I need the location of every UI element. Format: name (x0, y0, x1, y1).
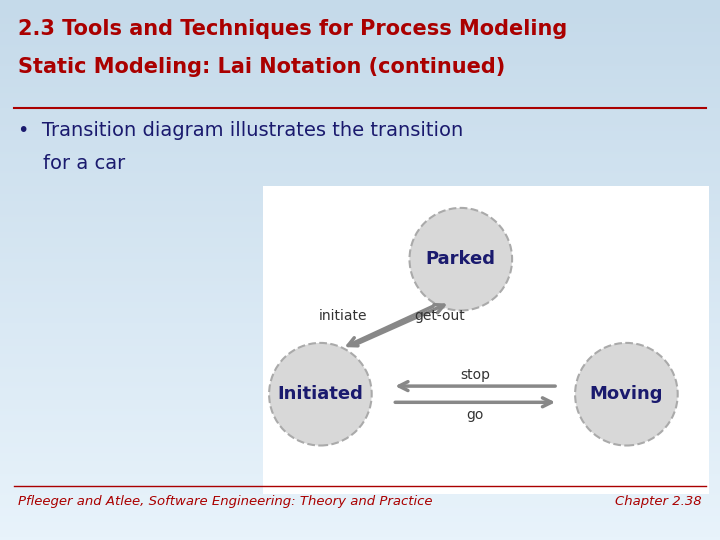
Text: go: go (467, 408, 484, 422)
Text: Static Modeling: Lai Notation (continued): Static Modeling: Lai Notation (continued… (18, 57, 505, 77)
Bar (263, 186, 709, 494)
Ellipse shape (410, 208, 512, 310)
Text: for a car: for a car (18, 154, 125, 173)
Text: 2.3 Tools and Techniques for Process Modeling: 2.3 Tools and Techniques for Process Mod… (18, 19, 567, 39)
Text: Pfleeger and Atlee, Software Engineering: Theory and Practice: Pfleeger and Atlee, Software Engineering… (18, 495, 433, 508)
Ellipse shape (269, 343, 372, 445)
Text: Moving: Moving (590, 385, 663, 403)
Text: •  Transition diagram illustrates the transition: • Transition diagram illustrates the tra… (18, 122, 463, 140)
Ellipse shape (575, 343, 678, 445)
Text: stop: stop (460, 368, 490, 382)
Text: get-out: get-out (414, 309, 464, 323)
Text: initiate: initiate (319, 309, 367, 323)
Text: Initiated: Initiated (277, 385, 364, 403)
Text: Parked: Parked (426, 250, 496, 268)
Text: Chapter 2.38: Chapter 2.38 (616, 495, 702, 508)
